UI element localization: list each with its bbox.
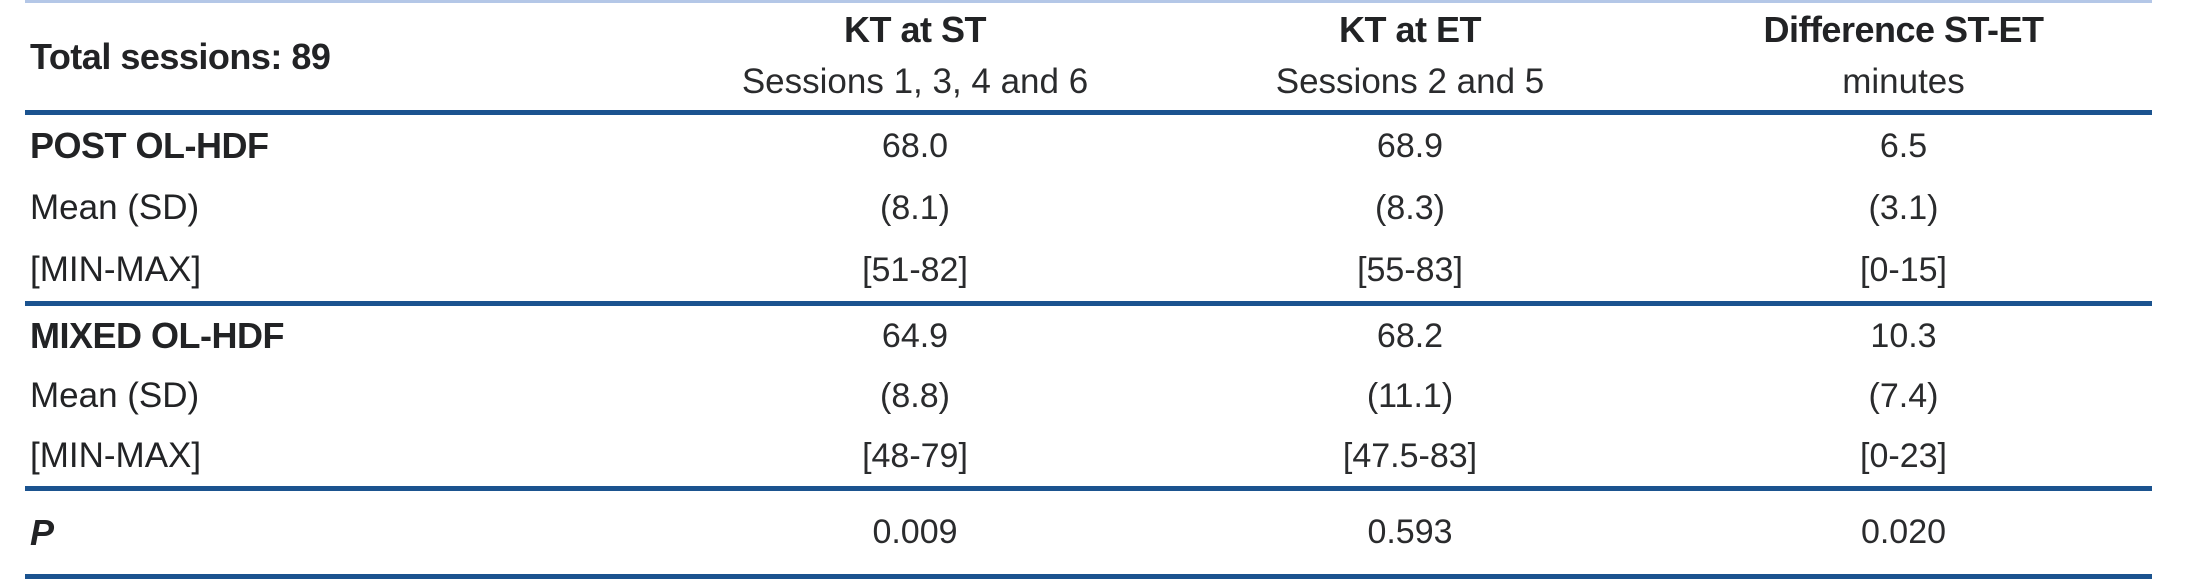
table-header-row: Total sessions: 89 KT at ST Sessions 1, …	[25, 3, 2152, 115]
table-row: Mean (SD) (8.8) (11.1) (7.4)	[25, 366, 2152, 426]
cell-value: 68.0	[881, 126, 949, 165]
cell-value: [55-83]	[1357, 250, 1463, 289]
row-label: Mean (SD)	[30, 376, 200, 415]
corner-label: Total sessions: 89	[30, 35, 331, 77]
row-label-p: P	[30, 511, 55, 553]
cell-value: 64.9	[881, 316, 949, 355]
column-header-kt-at-st: KT at ST Sessions 1, 3, 4 and 6	[665, 3, 1165, 110]
table-row: [MIN-MAX] [51-82] [55-83] [0-15]	[25, 239, 2152, 301]
row-label: MIXED OL-HDF	[30, 315, 284, 356]
column-title: KT at ST	[843, 9, 987, 50]
cell-value: 0.009	[872, 513, 958, 551]
column-subtitle: Sessions 1, 3, 4 and 6	[741, 62, 1089, 101]
group-mixed-ol-hdf: MIXED OL-HDF 64.9 68.2 10.3 Mean (SD) (8…	[25, 306, 2152, 491]
group-post-ol-hdf: POST OL-HDF 68.0 68.9 6.5 Mean (SD) (8.1…	[25, 115, 2152, 306]
top-hairline-rule	[25, 0, 2152, 3]
cell-value: [51-82]	[862, 250, 968, 289]
row-label: Mean (SD)	[30, 188, 200, 227]
cell-value: (8.3)	[1375, 188, 1445, 227]
p-value-row: P 0.009 0.593 0.020	[25, 491, 2152, 579]
table-row: Mean (SD) (8.1) (8.3) (3.1)	[25, 177, 2152, 239]
cell-value: 0.593	[1367, 513, 1453, 551]
cell-value: 0.020	[1860, 513, 1947, 551]
cell-value: [48-79]	[862, 436, 968, 475]
column-subtitle: minutes	[1842, 62, 1965, 101]
cell-value: (3.1)	[1868, 188, 1939, 227]
cell-value: [47.5-83]	[1342, 436, 1478, 475]
cell-value: 10.3	[1870, 316, 1937, 355]
row-label: [MIN-MAX]	[30, 250, 202, 289]
cell-value: 68.2	[1376, 316, 1444, 355]
column-header-difference: Difference ST-ET minutes	[1655, 3, 2152, 110]
column-header-kt-at-et: KT at ET Sessions 2 and 5	[1165, 3, 1655, 110]
table-row: [MIN-MAX] [48-79] [47.5-83] [0-23]	[25, 426, 2152, 486]
row-label: [MIN-MAX]	[30, 436, 202, 475]
column-title: Difference ST-ET	[1763, 9, 2044, 50]
table-row: MIXED OL-HDF 64.9 68.2 10.3	[25, 306, 2152, 366]
cell-value: (11.1)	[1366, 376, 1454, 415]
cell-value: (7.4)	[1868, 376, 1939, 415]
cell-value: (8.1)	[880, 188, 950, 227]
cell-value: [0-23]	[1860, 436, 1947, 475]
table-row: POST OL-HDF 68.0 68.9 6.5	[25, 115, 2152, 177]
cell-value: [0-15]	[1860, 250, 1947, 289]
results-table: Total sessions: 89 KT at ST Sessions 1, …	[25, 3, 2152, 579]
row-label: POST OL-HDF	[30, 125, 269, 166]
column-subtitle: Sessions 2 and 5	[1275, 62, 1545, 101]
cell-value: (8.8)	[880, 376, 950, 415]
cell-value: 68.9	[1376, 126, 1444, 165]
cell-value: 6.5	[1879, 126, 1928, 165]
column-title: KT at ET	[1338, 9, 1482, 50]
